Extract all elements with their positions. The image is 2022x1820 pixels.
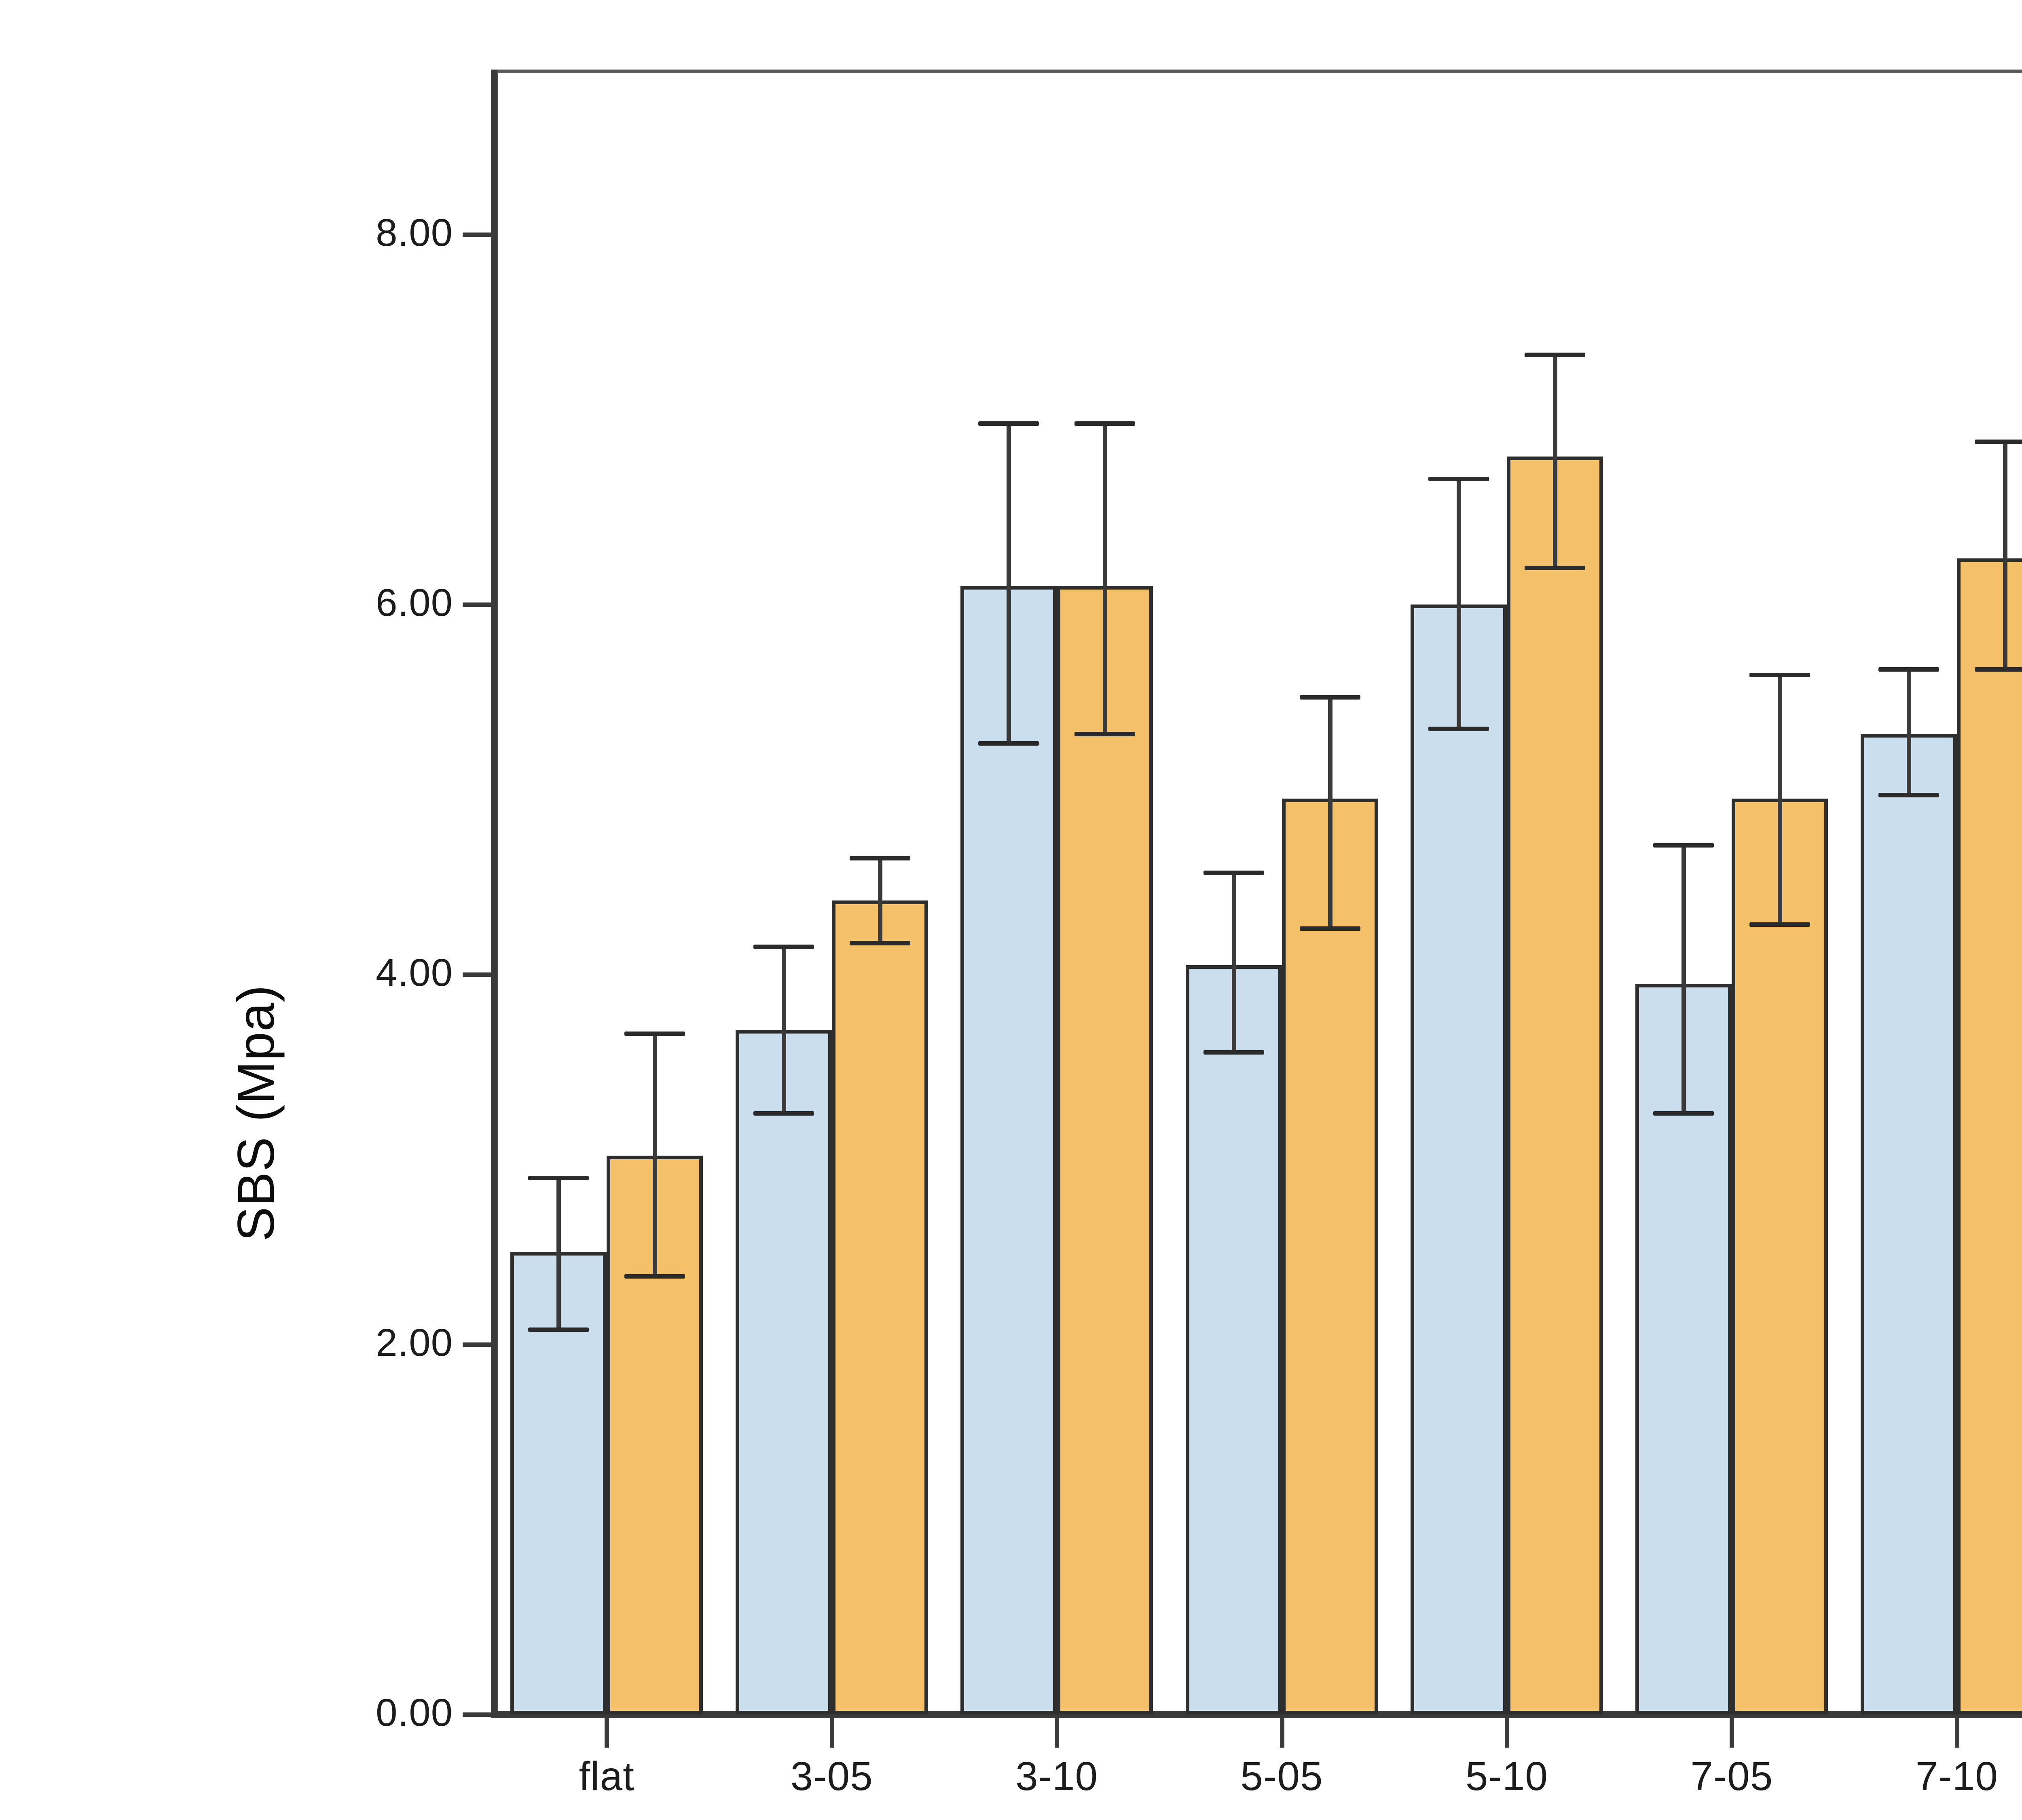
y-axis-line <box>491 70 497 1718</box>
error-bar-cap-lower-7-05-no <box>1653 1111 1714 1116</box>
error-bar-stem-3-10-no <box>1007 423 1011 744</box>
error-bar-cap-upper-flat-no <box>528 1176 589 1181</box>
error-bar-cap-upper-3-10-yes <box>1074 421 1136 426</box>
error-bar-stem-flat-yes <box>653 1034 658 1276</box>
y-tick-label: 4.00 <box>376 951 453 994</box>
bar-3-05-yes[interactable] <box>831 900 928 1714</box>
error-bar-cap-lower-3-10-yes <box>1074 732 1136 737</box>
bar-7-10-yes[interactable] <box>1956 558 2022 1714</box>
error-bar-stem-5-05-no <box>1231 873 1236 1053</box>
bar-5-10-yes[interactable] <box>1506 457 1603 1714</box>
error-bar-cap-lower-flat-yes <box>624 1274 685 1279</box>
y-axis-title: SBS (Mpa) <box>227 985 285 1241</box>
error-bar-cap-upper-3-05-yes <box>849 856 910 860</box>
error-bar-cap-lower-7-10-yes <box>1974 667 2022 672</box>
error-bar-cap-upper-5-05-yes <box>1299 695 1360 700</box>
error-bar-stem-7-05-no <box>1681 845 1686 1114</box>
error-bar-stem-5-10-no <box>1456 478 1461 729</box>
error-bar-cap-lower-flat-no <box>528 1327 589 1332</box>
bar-5-05-yes[interactable] <box>1282 799 1378 1714</box>
x-tick-label: 5-05 <box>1240 1754 1323 1799</box>
error-bar-stem-flat-no <box>556 1178 561 1330</box>
y-tick-mark <box>463 1712 494 1717</box>
error-bar-cap-upper-5-05-no <box>1203 871 1264 875</box>
y-tick-label: 6.00 <box>376 581 453 624</box>
y-tick-label: 8.00 <box>376 211 453 254</box>
y-tick-label: 2.00 <box>376 1321 453 1364</box>
error-bar-stem-7-10-yes <box>2003 442 2007 670</box>
bar-3-10-yes[interactable] <box>1057 586 1153 1714</box>
x-tick-mark <box>829 1714 834 1748</box>
error-bar-stem-3-10-yes <box>1103 423 1108 734</box>
error-bar-stem-5-05-yes <box>1328 697 1332 928</box>
error-bar-stem-3-05-no <box>781 947 786 1114</box>
error-bar-stem-5-10-yes <box>1552 355 1557 568</box>
error-bar-cap-lower-5-05-yes <box>1299 926 1360 931</box>
x-tick-label: 5-10 <box>1465 1754 1548 1799</box>
error-bar-stem-3-05-yes <box>878 858 882 943</box>
error-bar-cap-lower-5-10-yes <box>1524 565 1585 570</box>
bar-5-05-no[interactable] <box>1185 965 1282 1714</box>
y-tick-mark <box>463 972 494 977</box>
x-tick-label: flat <box>579 1754 635 1799</box>
error-bar-stem-7-10-no <box>1906 669 1911 795</box>
error-bar-cap-lower-7-10-no <box>1878 793 1939 798</box>
error-bar-stem-7-05-yes <box>1778 674 1783 925</box>
y-tick-mark <box>463 233 494 237</box>
bar-3-05-no[interactable] <box>735 1030 832 1714</box>
y-tick-mark <box>463 602 494 607</box>
bar-flat-yes[interactable] <box>607 1156 703 1714</box>
y-tick-mark <box>463 1342 494 1347</box>
error-bar-cap-upper-7-10-yes <box>1974 440 2022 444</box>
error-bar-cap-upper-3-05-no <box>753 945 814 949</box>
error-bar-cap-lower-5-05-no <box>1203 1050 1264 1055</box>
x-tick-mark <box>1730 1714 1734 1748</box>
error-bar-cap-upper-5-10-no <box>1428 476 1489 481</box>
error-bar-cap-lower-3-05-yes <box>849 941 910 946</box>
x-tick-label: 7-10 <box>1915 1754 1998 1799</box>
bars-layer <box>497 71 2022 1714</box>
x-tick-mark <box>1055 1714 1060 1748</box>
error-bar-cap-upper-5-10-yes <box>1524 353 1585 357</box>
x-tick-mark <box>1954 1714 1959 1748</box>
bar-7-10-no[interactable] <box>1860 734 1957 1714</box>
x-tick-label: 3-05 <box>790 1754 873 1799</box>
error-bar-cap-lower-3-10-no <box>978 741 1039 746</box>
x-tick-mark <box>1280 1714 1284 1748</box>
error-bar-cap-lower-7-05-yes <box>1749 922 1810 927</box>
error-bar-cap-upper-7-10-no <box>1878 667 1939 672</box>
x-tick-mark <box>1504 1714 1509 1748</box>
error-bar-cap-lower-3-05-no <box>753 1111 814 1116</box>
error-bar-cap-upper-flat-yes <box>624 1032 685 1036</box>
x-tick-label: 7-05 <box>1690 1754 1773 1799</box>
bar-5-10-no[interactable] <box>1410 605 1507 1714</box>
error-bar-cap-upper-3-10-no <box>978 421 1039 426</box>
error-bar-cap-upper-7-05-no <box>1653 843 1714 848</box>
bar-3-10-no[interactable] <box>960 586 1057 1714</box>
x-tick-mark <box>605 1714 609 1748</box>
error-bar-cap-lower-5-10-no <box>1428 726 1489 731</box>
bar-7-05-yes[interactable] <box>1732 799 1828 1714</box>
x-tick-label: 3-10 <box>1015 1754 1098 1799</box>
error-bar-cap-upper-7-05-yes <box>1749 672 1810 677</box>
y-tick-label: 0.00 <box>376 1691 453 1734</box>
